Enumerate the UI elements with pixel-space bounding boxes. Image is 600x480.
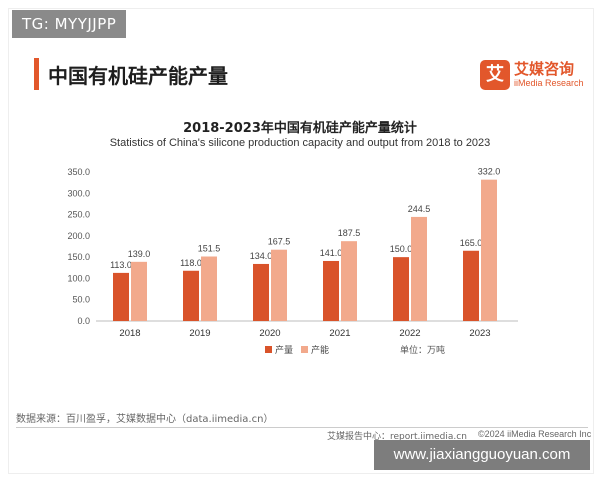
data-label: 187.5: [338, 228, 361, 238]
footer-copyright: ©2024 iiMedia Research Inc: [478, 429, 592, 439]
logo-name-cn: 艾媒咨询: [514, 60, 575, 78]
x-tick-label: 2021: [329, 328, 350, 339]
legend-label: 产量: [275, 344, 293, 356]
bar-产量: [463, 250, 479, 321]
y-tick-label: 200.0: [67, 231, 90, 241]
legend-label: 产能: [311, 344, 329, 356]
y-tick-label: 100.0: [67, 273, 90, 283]
data-label: 113.0: [110, 260, 132, 270]
data-label: 141.0: [320, 248, 343, 258]
chart-subtitle: Statistics of China's silicone productio…: [109, 137, 491, 149]
y-tick-label: 50.0: [72, 295, 90, 305]
y-tick-label: 250.0: [67, 210, 90, 220]
bar-产能: [131, 261, 147, 321]
y-tick-label: 300.0: [67, 188, 90, 198]
title-accent-bar: [34, 58, 39, 90]
data-label: 118.0: [180, 258, 202, 268]
bar-产量: [253, 263, 269, 321]
data-label: 332.0: [478, 167, 501, 177]
x-tick-label: 2023: [469, 328, 490, 339]
page-title: 中国有机硅产能产量: [48, 64, 228, 88]
bar-产量: [183, 270, 199, 321]
x-tick-label: 2019: [189, 328, 210, 339]
x-tick-label: 2020: [259, 328, 280, 339]
data-label: 151.5: [198, 244, 221, 254]
bar-产能: [341, 241, 357, 321]
data-label: 167.5: [268, 237, 291, 247]
bar-产能: [411, 216, 427, 321]
logo-name-en: iiMedia Research: [514, 78, 584, 88]
website-watermark: www.jiaxiangguoyuan.com: [374, 440, 590, 470]
unit-label: 单位：万吨: [400, 344, 445, 356]
bar-chart: 0.0 50.0 100.0 150.0 200.0 250.0 300.0 350.0 113…: [67, 167, 518, 356]
y-tick-label: 350.0: [67, 167, 90, 177]
x-tick-label: 2022: [399, 328, 420, 339]
data-source-note: 数据来源：百川盈孚，艾媒数据中心（data.iimedia.cn）: [16, 414, 274, 425]
data-label: 150.0: [390, 244, 413, 254]
data-label: 244.5: [408, 204, 431, 214]
chart-title: 2018-2023年中国有机硅产能产量统计: [183, 121, 417, 136]
y-tick-label: 150.0: [67, 252, 90, 262]
bar-产能: [271, 249, 287, 321]
y-tick-label: 0.0: [77, 316, 90, 326]
logo-icon: 艾: [480, 60, 510, 90]
legend-swatch: [301, 346, 308, 353]
footer-divider: [16, 427, 588, 428]
bar-产量: [393, 257, 409, 321]
bar-产能: [481, 179, 497, 321]
data-label: 165.0: [460, 238, 483, 248]
bar-产能: [201, 256, 217, 321]
footer-report-center: 艾媒报告中心：report.iimedia.cn: [327, 432, 467, 442]
channel-tag: TG: MYYJJPP: [12, 10, 127, 38]
bar-产量: [113, 272, 129, 321]
brand-logo: 艾 艾媒咨询 iiMedia Research: [480, 58, 588, 94]
data-label: 134.0: [250, 251, 273, 261]
data-label: 139.0: [128, 249, 151, 259]
x-tick-label: 2018: [119, 328, 140, 339]
bar-产量: [323, 260, 339, 321]
legend-swatch: [265, 346, 272, 353]
